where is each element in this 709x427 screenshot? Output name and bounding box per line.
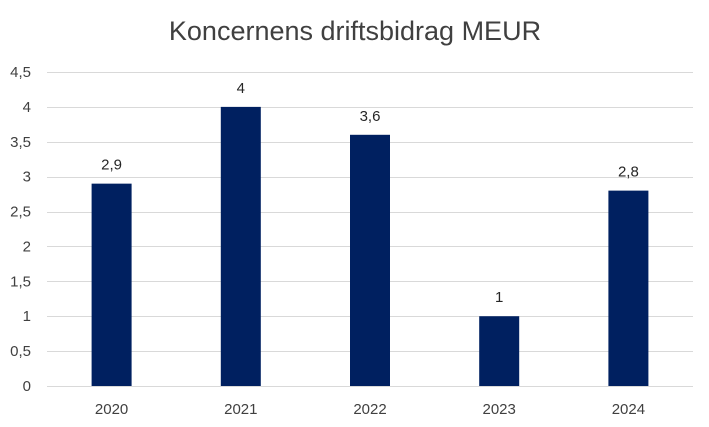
y-tick-label: 3 <box>23 169 31 186</box>
x-tick-label-2023: 2023 <box>483 401 516 418</box>
bar-2022 <box>350 134 390 386</box>
x-tick-label-2024: 2024 <box>612 401 645 418</box>
y-tick-label: 2 <box>23 238 31 255</box>
y-tick-label: 0,5 <box>10 343 31 360</box>
x-axis-ticks: 2020 2021 2022 2023 2024 <box>95 401 645 418</box>
bar-2023 <box>479 316 520 386</box>
x-tick-label-2020: 2020 <box>95 401 128 418</box>
data-label-2024: 2,8 <box>618 164 639 181</box>
y-tick-label: 4,5 <box>10 64 31 81</box>
y-tick-label: 3,5 <box>10 134 31 151</box>
y-axis-ticks: 0 0,5 1 1,5 2 2,5 3 3,5 4 4,5 <box>10 64 31 395</box>
x-tick-label-2021: 2021 <box>224 401 257 418</box>
y-tick-label: 0 <box>23 378 31 395</box>
y-tick-label: 1 <box>23 308 31 325</box>
y-tick-label: 1,5 <box>10 273 31 290</box>
y-tick-label: 2,5 <box>10 204 31 221</box>
bar-2021 <box>220 106 261 386</box>
data-labels: 2,9 4 3,6 1 2,8 <box>101 80 639 306</box>
bars <box>91 106 649 386</box>
data-label-2021: 4 <box>237 80 245 97</box>
chart-title: Koncernens driftsbidrag MEUR <box>169 16 541 46</box>
data-label-2020: 2,9 <box>101 157 122 174</box>
y-tick-label: 4 <box>23 99 31 116</box>
bar-2020 <box>91 183 132 386</box>
data-label-2023: 1 <box>495 289 503 306</box>
data-label-2022: 3,6 <box>360 108 381 125</box>
x-tick-label-2022: 2022 <box>353 401 386 418</box>
bar-2024 <box>608 190 649 386</box>
